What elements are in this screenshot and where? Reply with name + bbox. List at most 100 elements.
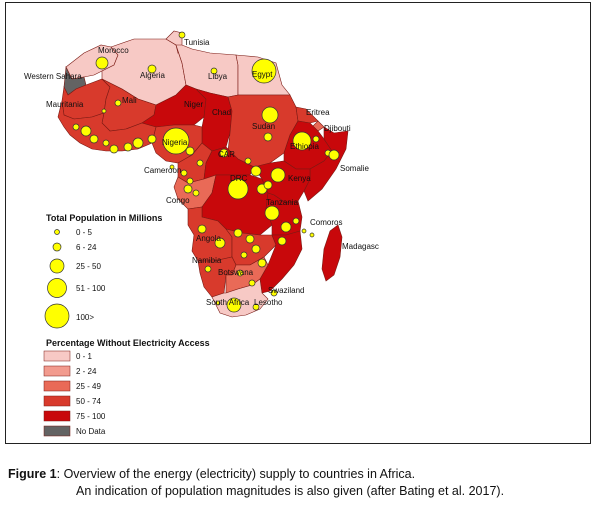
population-legend-swatch-1 [52, 242, 62, 252]
population-bubble [261, 106, 279, 124]
population-bubble [263, 180, 273, 190]
electricity-legend-class-3: 50 - 74 [76, 397, 101, 406]
region-madagascar [321, 224, 343, 282]
label-cameroon: Cameroon [144, 166, 181, 175]
map-labels: Morocco Tunisia Algeria Libya Egypt West… [24, 38, 379, 307]
population-bubble [251, 244, 261, 254]
population-bubble [102, 139, 110, 147]
electricity-legend-swatch-4 [43, 410, 71, 422]
population-legend-class-4: 100> [76, 313, 94, 322]
label-nigeria: Nigeria [162, 138, 188, 147]
population-bubble [80, 125, 92, 137]
electricity-legend-swatch-0 [43, 350, 71, 362]
population-bubble [257, 258, 267, 268]
population-bubble [123, 142, 133, 152]
label-tanzania: Tanzania [266, 198, 299, 207]
population-bubble [147, 64, 157, 74]
label-botswana: Botswana [218, 268, 254, 277]
label-niger: Niger [184, 100, 203, 109]
label-mali: Mali [122, 96, 137, 105]
label-djibouti: Djibouti [324, 124, 351, 133]
population-bubble [248, 279, 256, 287]
population-bubble [162, 127, 190, 155]
population-bubble [250, 165, 262, 177]
population-bubble [101, 108, 107, 114]
population-bubble [264, 205, 280, 221]
label-chad: Chad [212, 108, 231, 117]
label-namibia: Namibia [192, 256, 222, 265]
population-bubble [169, 164, 175, 170]
figure-caption: Figure 1: Overview of the energy (electr… [8, 466, 598, 500]
population-bubble [270, 167, 286, 183]
label-western-sahara: Western Sahara [24, 72, 82, 81]
electricity-legend-swatch-2 [43, 380, 71, 392]
label-ethiopia: Ethiopia [290, 142, 319, 151]
population-bubble [292, 217, 300, 225]
label-south-africa: South Africa [206, 298, 250, 307]
electricity-legend-title: Percentage Without Electricity Access [46, 338, 210, 348]
population-bubble [204, 265, 212, 273]
population-bubble [180, 169, 188, 177]
region-niger [141, 84, 207, 128]
country-regions [57, 30, 349, 318]
population-bubble [244, 157, 252, 165]
population-bubble [240, 251, 248, 259]
population-bubble [178, 31, 186, 39]
electricity-legend-class-4: 75 - 100 [76, 412, 106, 421]
region-eritrea [295, 106, 319, 124]
label-congo: Congo [166, 196, 190, 205]
population-bubble [72, 123, 80, 131]
electricity-legend-swatch-1 [43, 365, 71, 377]
population-bubble [197, 224, 207, 234]
population-bubble [328, 149, 340, 161]
label-egypt: Egypt [252, 70, 273, 79]
caption-line-2: An indication of population magnitudes i… [76, 484, 505, 498]
population-bubble [186, 177, 194, 185]
label-algeria: Algeria [140, 71, 165, 80]
population-legend-swatch-3 [47, 278, 67, 298]
population-bubble [270, 289, 278, 297]
electricity-legend-swatch-5 [43, 425, 71, 437]
population-bubble [147, 134, 157, 144]
population-bubble [309, 232, 315, 238]
label-car: CAR [218, 150, 235, 159]
caption-line-1: : Overview of the energy (electricity) s… [56, 467, 416, 481]
label-drc: DRC [230, 174, 248, 183]
population-bubble [236, 269, 244, 277]
electricity-legend: Percentage Without Electricity Access 0 … [43, 338, 210, 437]
label-madagascar: Madagasc [342, 242, 379, 251]
population-bubble [280, 221, 292, 233]
population-legend-class-1: 6 - 24 [76, 243, 97, 252]
population-legend-class-0: 0 - 5 [76, 228, 93, 237]
population-legend-title: Total Population in Millions [46, 213, 162, 223]
label-mauritania: Mauritania [46, 100, 84, 109]
electricity-legend-class-5: No Data [76, 427, 106, 436]
label-eritrea: Eritrea [306, 108, 330, 117]
label-comoros: Comoros [310, 218, 342, 227]
population-legend-class-3: 51 - 100 [76, 284, 106, 293]
caption-label: Figure 1 [8, 467, 57, 481]
label-kenya: Kenya [288, 174, 311, 183]
population-bubble [227, 178, 249, 200]
population-bubble [192, 189, 200, 197]
electricity-legend-class-0: 0 - 1 [76, 352, 93, 361]
population-bubble [245, 234, 255, 244]
label-somalia: Somalie [340, 164, 369, 173]
label-swaziland: Swaziland [268, 286, 304, 295]
population-bubble [215, 300, 221, 306]
population-bubbles [72, 31, 340, 313]
population-bubble [210, 67, 218, 75]
population-bubble [292, 131, 312, 151]
population-bubble [132, 137, 144, 149]
population-bubble [277, 236, 287, 246]
electricity-legend-class-1: 2 - 24 [76, 367, 97, 376]
africa-map: Morocco Tunisia Algeria Libya Egypt West… [24, 30, 379, 437]
population-bubble [252, 303, 260, 311]
population-bubble [263, 132, 273, 142]
population-bubble [214, 237, 226, 249]
population-bubble [226, 297, 242, 313]
population-legend-swatch-0 [54, 229, 60, 235]
label-morocco: Morocco [98, 46, 129, 55]
population-bubble [89, 134, 99, 144]
population-bubble [95, 56, 109, 70]
